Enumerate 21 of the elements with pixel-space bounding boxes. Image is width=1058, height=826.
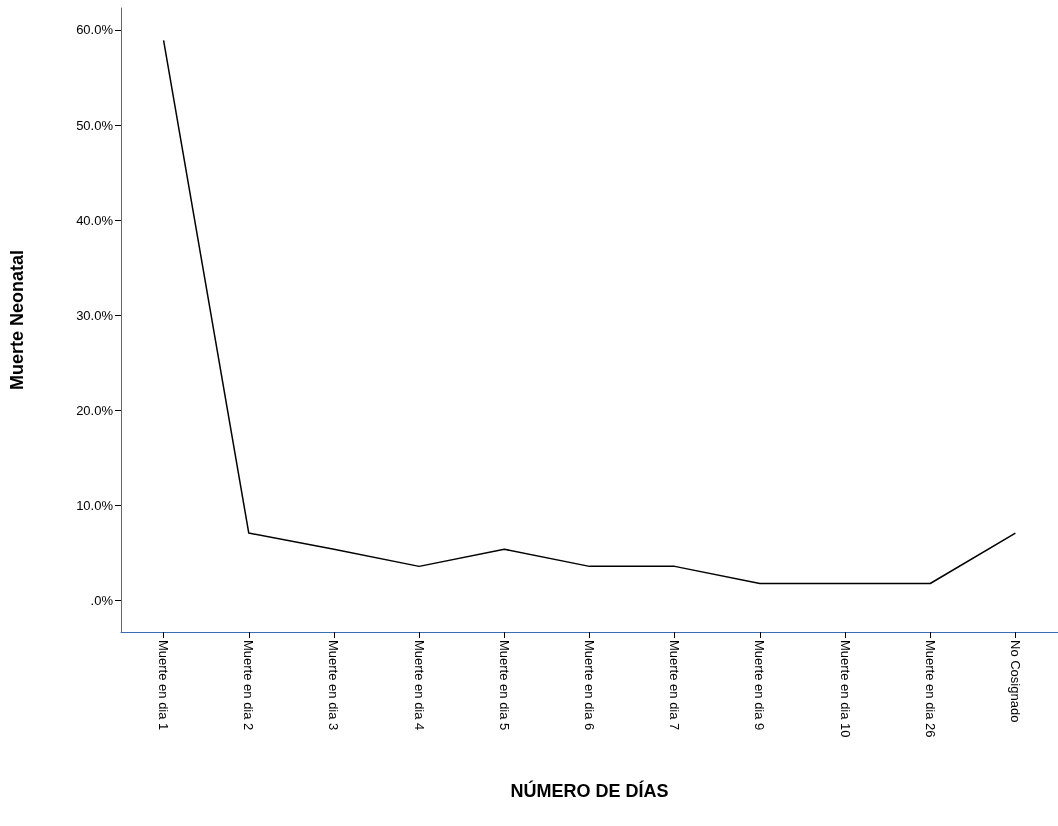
y-tick-label: 30.0% <box>76 307 114 323</box>
x-tick-label: Muerte en dia 1 <box>156 640 172 731</box>
y-tick-label: .0% <box>90 593 114 609</box>
y-tick-label: 10.0% <box>76 497 114 513</box>
y-tick-label: 40.0% <box>76 212 114 228</box>
y-tick-label: 20.0% <box>76 402 114 418</box>
x-tick-label: Muerte en dia 6 <box>582 640 597 731</box>
x-tick-label: Muerte en dia 10 <box>837 640 853 738</box>
x-tick-label: Muerte en dia 5 <box>496 640 512 731</box>
x-tick-label: Muerte en dia 7 <box>667 640 683 731</box>
line-series <box>162 39 1017 585</box>
y-tick-label: 60.0% <box>76 22 114 38</box>
x-axis-title: NÚMERO DE DÍAS <box>510 780 669 801</box>
x-tick-label: Muerte en dia 3 <box>326 640 342 731</box>
x-tick-label: Muerte en dia 2 <box>241 640 257 731</box>
y-axis-title: Muerte Neonatal <box>7 249 27 391</box>
x-tick-label: No Cosignado <box>1007 640 1023 723</box>
x-tick-label: Muerte en dia 26 <box>922 640 938 738</box>
x-tick-label: Muerte en dia 4 <box>411 640 427 731</box>
x-tick-label: Muerte en dia 9 <box>752 640 768 731</box>
y-tick-label: 50.0% <box>76 117 114 133</box>
